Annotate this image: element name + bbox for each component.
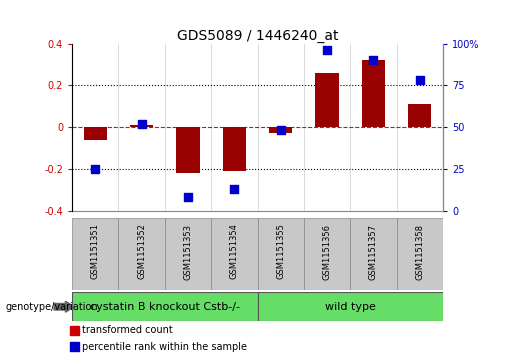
- Text: GSM1151358: GSM1151358: [415, 224, 424, 280]
- Bar: [350, 218, 397, 290]
- Text: genotype/variation: genotype/variation: [5, 302, 98, 312]
- Bar: [72, 292, 258, 321]
- Text: GSM1151351: GSM1151351: [91, 224, 100, 280]
- Point: [323, 47, 331, 53]
- Bar: [258, 292, 443, 321]
- Title: GDS5089 / 1446240_at: GDS5089 / 1446240_at: [177, 29, 338, 42]
- Bar: [269, 127, 293, 133]
- Point: [416, 77, 424, 83]
- Text: GSM1151352: GSM1151352: [137, 224, 146, 280]
- Bar: [165, 218, 211, 290]
- Point: [230, 186, 238, 192]
- Point: [369, 57, 377, 63]
- Bar: [72, 218, 118, 290]
- Bar: [397, 218, 443, 290]
- Point: [277, 127, 285, 133]
- Text: percentile rank within the sample: percentile rank within the sample: [82, 342, 247, 352]
- Bar: [176, 127, 199, 173]
- Bar: [362, 60, 385, 127]
- Bar: [118, 218, 165, 290]
- Text: GSM1151356: GSM1151356: [322, 224, 332, 280]
- Text: transformed count: transformed count: [82, 325, 173, 335]
- Text: GSM1151355: GSM1151355: [276, 224, 285, 280]
- Text: GSM1151353: GSM1151353: [183, 224, 193, 280]
- Bar: [84, 127, 107, 140]
- Text: GSM1151357: GSM1151357: [369, 224, 378, 280]
- Bar: [258, 218, 304, 290]
- Text: wild type: wild type: [325, 302, 375, 312]
- Point: [138, 121, 146, 127]
- Point: [91, 166, 99, 172]
- Point: [184, 194, 192, 200]
- Bar: [304, 218, 350, 290]
- Bar: [211, 218, 258, 290]
- Text: cystatin B knockout Cstb-/-: cystatin B knockout Cstb-/-: [90, 302, 240, 312]
- Text: GSM1151354: GSM1151354: [230, 224, 239, 280]
- Bar: [315, 73, 338, 127]
- Bar: [222, 127, 246, 171]
- Bar: [130, 125, 153, 127]
- Bar: [408, 104, 431, 127]
